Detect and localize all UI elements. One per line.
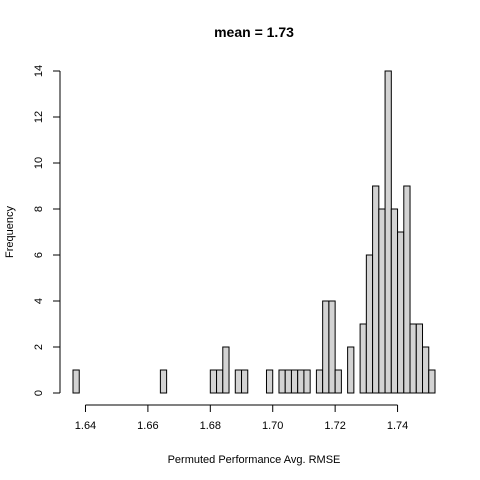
histogram-bar — [359, 323, 367, 394]
histogram-bar — [422, 346, 430, 394]
y-axis-label: Frequency — [4, 206, 16, 258]
x-axis-label: Permuted Performance Avg. RMSE — [168, 454, 341, 466]
chart-title: mean = 1.73 — [214, 24, 294, 40]
histogram-bar — [284, 369, 292, 394]
histogram-bar — [315, 369, 324, 394]
histogram-bar — [365, 254, 374, 394]
histogram-bar — [390, 208, 399, 394]
histogram-bar — [159, 369, 168, 394]
x-tick-label: 1.70 — [262, 420, 283, 432]
histogram-bar — [334, 369, 342, 394]
histogram-bar — [397, 231, 405, 394]
histogram-bar — [265, 369, 274, 394]
histogram-bar — [222, 346, 230, 394]
x-tick-label: 1.68 — [200, 420, 221, 432]
y-tick-label: 12 — [33, 111, 45, 123]
histogram-bar — [216, 369, 224, 394]
histogram-bar — [347, 346, 355, 394]
histogram-bar — [409, 323, 417, 394]
histogram-bar — [297, 369, 305, 394]
x-tick-label: 1.72 — [324, 420, 345, 432]
histogram-bar — [415, 323, 424, 394]
histogram-bar — [322, 300, 330, 394]
x-tick-label: 1.64 — [75, 420, 96, 432]
y-axis: 0 2 4 6 8 10 12 14 — [33, 65, 61, 396]
histogram-bar — [384, 70, 392, 394]
y-tick-label: 6 — [33, 252, 45, 258]
y-tick-label: 8 — [33, 206, 45, 212]
x-tick-label: 1.74 — [387, 420, 408, 432]
y-tick-label: 0 — [33, 390, 45, 396]
histogram-bar — [72, 369, 80, 394]
histogram-bar — [290, 369, 299, 394]
y-tick-label: 4 — [33, 298, 45, 304]
histogram-bar — [209, 369, 218, 394]
histogram-bar — [278, 369, 286, 394]
x-tick-label: 1.66 — [137, 420, 158, 432]
y-tick-label: 2 — [33, 344, 45, 350]
histogram-bar — [328, 300, 336, 394]
bars-group — [72, 70, 436, 394]
x-axis: 1.64 1.66 1.68 1.70 1.72 1.74 — [75, 404, 408, 432]
y-tick-label: 10 — [33, 157, 45, 169]
histogram-bar — [378, 208, 386, 394]
histogram-bar — [303, 369, 311, 394]
histogram-bar — [403, 185, 411, 394]
histogram-bar — [234, 369, 243, 394]
y-tick-label: 14 — [33, 65, 45, 77]
histogram-bar — [428, 369, 436, 394]
histogram-bar — [241, 369, 249, 394]
histogram-bar — [372, 185, 380, 394]
